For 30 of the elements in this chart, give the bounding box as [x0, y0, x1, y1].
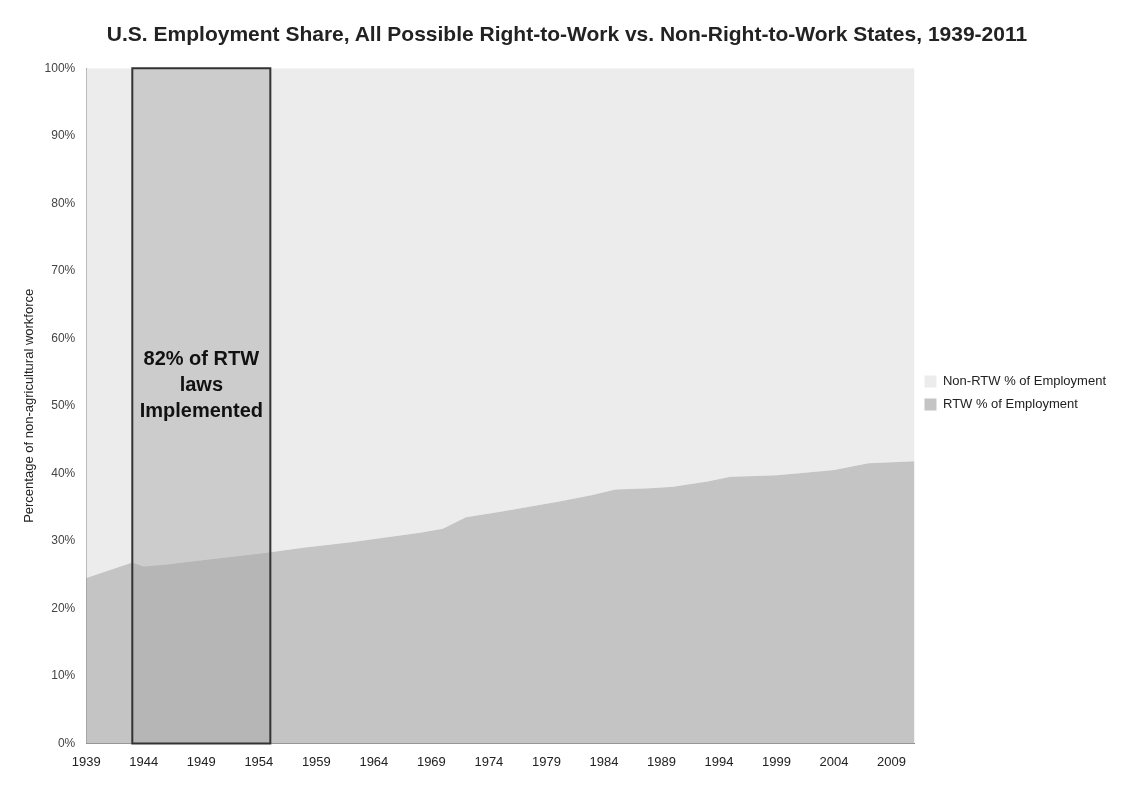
x-tick-label: 1944 — [129, 753, 159, 769]
y-tick-label: 50% — [51, 398, 76, 413]
x-tick-label: 1989 — [646, 753, 676, 769]
x-tick-label: 1939 — [71, 753, 101, 769]
x-tick-label: 1974 — [474, 753, 504, 769]
y-tick-label: 0% — [57, 735, 76, 750]
y-tick-label: 40% — [51, 465, 76, 480]
x-tick-label: 1959 — [301, 753, 331, 769]
y-tick-label: 60% — [51, 330, 76, 345]
x-tick-label: 2004 — [819, 753, 849, 769]
x-tick-label: 1954 — [244, 753, 274, 769]
y-tick-label: 90% — [51, 128, 76, 143]
legend-label: RTW % of Employment — [942, 396, 1079, 412]
y-tick-label: 30% — [51, 533, 76, 548]
y-tick-label: 100% — [44, 60, 76, 75]
y-tick-label: 70% — [51, 263, 76, 278]
x-tick-label: 1979 — [531, 753, 561, 769]
x-tick-label: 1994 — [704, 753, 734, 769]
y-tick-label: 80% — [51, 195, 76, 210]
y-tick-label: 20% — [51, 600, 76, 615]
x-tick-label: 1949 — [186, 753, 216, 769]
x-tick-label: 1999 — [761, 753, 791, 769]
x-tick-label: 1969 — [416, 753, 446, 769]
chart-title: U.S. Employment Share, All Possible Right-to-Work vs. Non-Right-to-Work States, 1939-2011 — [106, 22, 1028, 46]
x-tick-label: 2009 — [877, 753, 906, 769]
x-tick-label: 1984 — [589, 753, 619, 769]
y-tick-label: 10% — [51, 668, 76, 683]
x-tick-label: 1964 — [359, 753, 389, 769]
y-axis-title: Percentage of non-agricultural workforce — [21, 288, 37, 523]
legend-label: Non-RTW % of Employment — [942, 373, 1107, 389]
